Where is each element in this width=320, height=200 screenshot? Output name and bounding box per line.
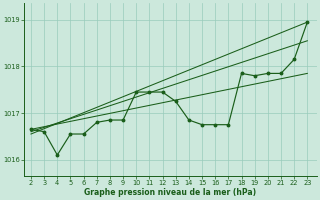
X-axis label: Graphe pression niveau de la mer (hPa): Graphe pression niveau de la mer (hPa) bbox=[84, 188, 257, 197]
